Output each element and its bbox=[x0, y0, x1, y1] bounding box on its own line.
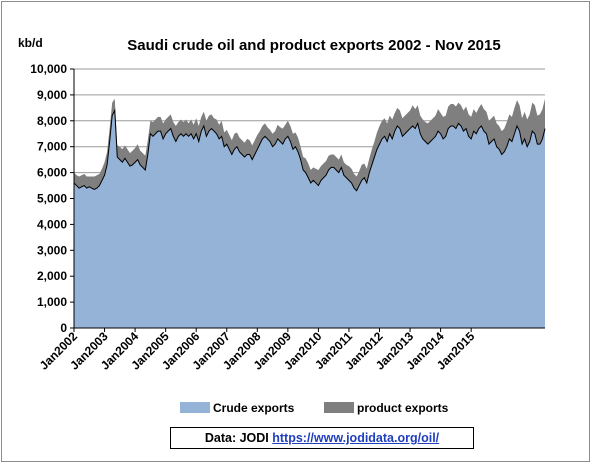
source-box: Data: JODI https://www.jodidata.org/oil/ bbox=[170, 427, 474, 449]
y-axis-ticks: 0 1,000 2,000 3,000 4,000 5,000 6,000 7,000 8,00… bbox=[30, 62, 74, 335]
y-axis-unit: kb/d bbox=[18, 36, 43, 50]
product-exports-area bbox=[74, 98, 545, 191]
legend: Crude exports product exports bbox=[180, 401, 449, 415]
y-tick-label: 10,000 bbox=[30, 62, 67, 76]
source-label: Data: JODI bbox=[204, 431, 269, 445]
crude-exports-area bbox=[74, 110, 545, 328]
y-tick-label: 7,000 bbox=[37, 140, 67, 154]
y-tick-label: 4,000 bbox=[37, 217, 67, 231]
y-tick-label: 9,000 bbox=[37, 88, 67, 102]
crude-exports-line bbox=[73, 108, 546, 192]
y-tick-label: 2,000 bbox=[37, 269, 67, 283]
legend-swatch-product bbox=[324, 402, 354, 413]
y-tick-label: 8,000 bbox=[37, 114, 67, 128]
area-series bbox=[73, 98, 546, 328]
y-tick-label: 0 bbox=[60, 321, 67, 335]
chart-title: Saudi crude oil and product exports 2002… bbox=[127, 37, 500, 54]
legend-label-crude: Crude exports bbox=[213, 401, 295, 415]
y-tick-label: 6,000 bbox=[37, 166, 67, 180]
x-axis-ticks: Jan2002Jan2003Jan2004Jan2005Jan2006Jan20… bbox=[37, 328, 478, 373]
legend-swatch-crude bbox=[180, 402, 210, 413]
y-tick-label: 5,000 bbox=[37, 192, 67, 206]
legend-label-product: product exports bbox=[357, 401, 449, 415]
y-tick-label: 1,000 bbox=[37, 295, 67, 309]
y-tick-label: 3,000 bbox=[37, 243, 67, 257]
source-link[interactable]: https://www.jodidata.org/oil/ bbox=[272, 431, 440, 445]
